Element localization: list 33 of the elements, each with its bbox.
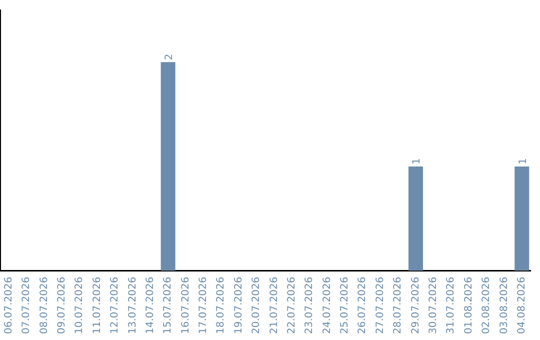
x-tick-label: 08.07.2026 (38, 276, 50, 334)
x-tick-label: 09.07.2026 (56, 276, 68, 334)
x-tick-label: 29.07.2026 (410, 276, 422, 334)
x-tick-label: 24.07.2026 (322, 276, 333, 334)
x-tick-label: 18.07.2026 (216, 276, 227, 334)
x-tick-label: 12.07.2026 (110, 276, 121, 334)
x-tick-label: 02.08.2026 (481, 276, 492, 334)
x-tick-label: 17.07.2026 (198, 276, 210, 334)
x-tick-label: 15.07.2026 (162, 276, 174, 334)
x-tick-label: 16.07.2026 (180, 276, 192, 334)
x-tick-label: 22.07.2026 (286, 276, 298, 334)
x-tick-label: 03.08.2026 (498, 276, 510, 334)
x-tick-label: 30.07.2026 (428, 276, 440, 334)
x-tick-label: 11.07.2026 (92, 276, 103, 334)
x-tick-label: 23.07.2026 (304, 276, 316, 334)
x-tick-label: 04.08.2026 (516, 276, 528, 334)
x-tick-label: 20.07.2026 (251, 276, 262, 334)
x-tick-label: 31.07.2026 (446, 276, 457, 334)
x-tick-label: 27.07.2026 (374, 276, 386, 334)
data-label: 1 (518, 158, 529, 164)
data-label: 2 (164, 54, 176, 60)
x-tick-label: 25.07.2026 (340, 276, 351, 334)
x-tick-label: 21.07.2026 (268, 276, 280, 334)
x-tick-label: 14.07.2026 (144, 276, 156, 334)
data-label: 1 (412, 158, 423, 164)
x-tick-label: 28.07.2026 (392, 276, 404, 334)
x-tick-label: 19.07.2026 (233, 276, 244, 334)
x-tick-label: 13.07.2026 (127, 276, 138, 334)
x-tick-label: 01.08.2026 (463, 276, 474, 334)
x-tick-label: 06.07.2026 (3, 276, 14, 334)
x-tick-label: 10.07.2026 (74, 276, 86, 334)
x-tick-label: 26.07.2026 (357, 276, 368, 334)
x-tick-label: 07.07.2026 (21, 276, 32, 334)
